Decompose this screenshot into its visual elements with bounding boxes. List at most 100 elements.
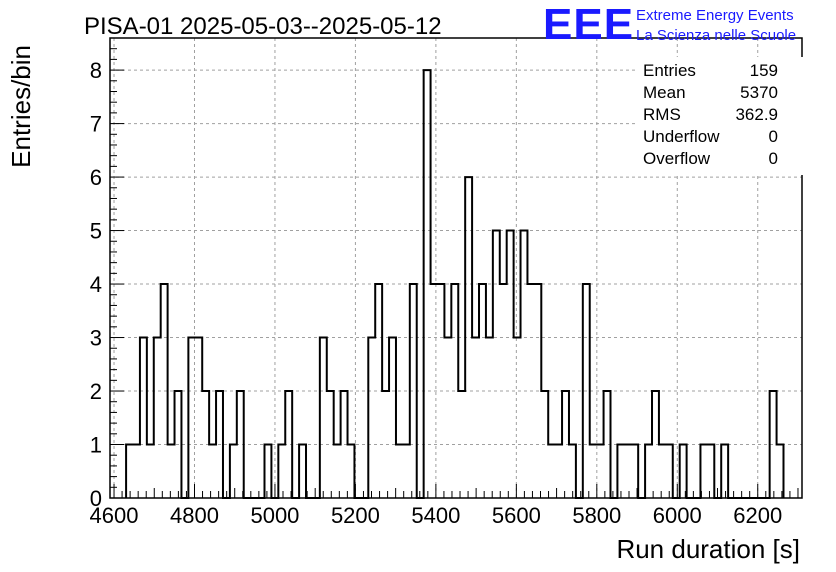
x-tick-label: 5400 (411, 503, 460, 528)
y-tick-label: 7 (90, 112, 102, 137)
stats-box-background (636, 57, 804, 175)
histogram-bin (230, 445, 237, 498)
stat-value-rms: 362.9 (735, 105, 778, 124)
histogram-bin (368, 338, 375, 498)
histogram-bin (700, 445, 707, 498)
stat-value-overflow: 0 (769, 149, 778, 168)
histogram-bin (465, 177, 472, 498)
histogram-bin (666, 445, 673, 498)
logo-line-1: Extreme Energy Events (636, 7, 794, 24)
histogram-bin (458, 391, 465, 498)
histogram-bin (680, 445, 687, 498)
histogram-bin (597, 445, 604, 498)
histogram-bin (140, 338, 147, 498)
logo-mark: EEE (543, 0, 634, 49)
x-tick-label: 4800 (170, 503, 219, 528)
histogram-bin (534, 284, 541, 498)
histogram-bin (327, 391, 334, 498)
x-tick-label: 5600 (492, 503, 541, 528)
histogram-bin (320, 338, 327, 498)
y-tick-label: 4 (90, 272, 102, 297)
x-tick-label: 6000 (653, 503, 702, 528)
histogram-bin (777, 445, 784, 498)
histogram-bin (444, 338, 451, 498)
histogram-bin (514, 338, 521, 498)
histogram-bin (569, 445, 576, 498)
histogram-bin (521, 231, 528, 498)
y-axis-title: Entries/bin (6, 45, 36, 168)
stat-value-mean: 5370 (740, 83, 778, 102)
histogram-bin (479, 284, 486, 498)
histogram-bin (541, 391, 548, 498)
histogram-bin (562, 391, 569, 498)
histogram-bin (154, 338, 161, 498)
histogram-bin (770, 391, 777, 498)
plot-frame (109, 37, 803, 499)
histogram-bin (431, 284, 438, 498)
x-tick-label: 5800 (572, 503, 621, 528)
axis-ticks: 4600 4800 5000 5200 5400 5600 5800 6000 62000123… (90, 37, 799, 528)
histogram-bin (341, 391, 348, 498)
eee-logo: EEE Extreme Energy Events La Scienza nel… (543, 0, 796, 49)
histogram-outline (125, 69, 785, 499)
histogram-bin (486, 338, 493, 498)
histogram-bin (451, 284, 458, 498)
x-tick-label: 4600 (90, 503, 139, 528)
y-tick-label: 5 (90, 219, 102, 244)
histogram-bin (590, 445, 597, 498)
histogram-bin (403, 445, 410, 498)
histogram-bin (334, 445, 341, 498)
stat-label-mean: Mean (643, 83, 686, 102)
histogram-bin (168, 445, 175, 498)
histogram-bin (133, 445, 140, 498)
histogram-bin (237, 391, 244, 498)
histogram-bin (202, 391, 209, 498)
x-tick-label: 6200 (733, 503, 782, 528)
histogram-bin (652, 391, 659, 498)
histogram-bin (216, 391, 223, 498)
histogram-bin (617, 445, 624, 498)
histogram-bin (188, 338, 195, 498)
histogram-bin (527, 284, 534, 498)
stat-value-underflow: 0 (769, 127, 778, 146)
histogram-bin (264, 445, 271, 498)
y-tick-label: 8 (90, 58, 102, 83)
histogram-bin (175, 391, 182, 498)
histogram-bin (195, 338, 202, 498)
stat-label-entries: Entries (643, 61, 696, 80)
stat-label-rms: RMS (643, 105, 681, 124)
histogram-bin (721, 445, 728, 498)
histogram-bin (209, 445, 216, 498)
logo-line-2: La Scienza nelle Scuole (636, 27, 796, 44)
histogram-bin (375, 284, 382, 498)
histogram-bin (147, 445, 154, 498)
x-axis-title: Run duration [s] (616, 534, 800, 564)
histogram-bin (583, 284, 590, 498)
stat-value-entries: 159 (750, 61, 778, 80)
histogram-bin (348, 445, 355, 498)
histogram-bin (382, 391, 389, 498)
histogram-bin (659, 445, 666, 498)
histogram-bin (472, 338, 479, 498)
y-tick-label: 1 (90, 433, 102, 458)
histogram-bin (500, 284, 507, 498)
stat-label-overflow: Overflow (643, 149, 711, 168)
histogram-bin (507, 231, 514, 498)
x-tick-label: 5000 (250, 503, 299, 528)
stats-box: Entries 159 Mean 5370 RMS 362.9 Underflo… (636, 57, 804, 175)
y-tick-label: 0 (90, 486, 102, 511)
histogram-bin (278, 445, 285, 498)
y-tick-label: 2 (90, 379, 102, 404)
histogram-bin (285, 391, 292, 498)
y-tick-label: 3 (90, 326, 102, 351)
histogram-bin (624, 445, 631, 498)
histogram-bin (410, 284, 417, 498)
histogram-bin (604, 391, 611, 498)
histogram-bin (161, 284, 168, 498)
chart-title: PISA-01 2025-05-03--2025-05-12 (84, 13, 442, 40)
histogram-bin (299, 445, 306, 498)
histogram-bin (424, 70, 431, 498)
histogram-bin (645, 445, 652, 498)
histogram-bin (126, 445, 133, 498)
histogram-bin (707, 445, 714, 498)
